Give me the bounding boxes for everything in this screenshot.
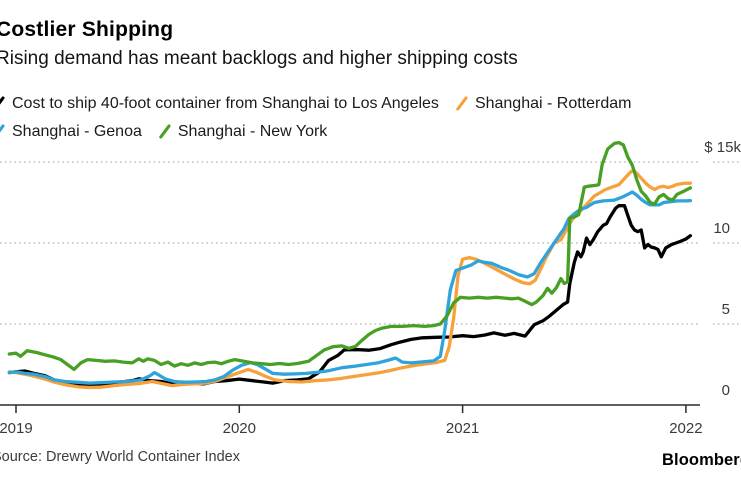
bloomberg-logo: Bloomberg xyxy=(662,451,741,469)
legend-slash-icon xyxy=(0,124,5,133)
chart-legend: Cost to ship 40-foot container from Shan… xyxy=(0,91,741,144)
legend-label: Shanghai - Rotterdam xyxy=(474,95,632,112)
series-line-shanghai-new-york xyxy=(7,140,693,372)
y-axis-label: $ 15k xyxy=(704,139,741,156)
series-line-shanghai-la xyxy=(7,204,693,387)
x-axis-label: 2020 xyxy=(223,420,256,437)
x-axis-label: 2022 xyxy=(669,420,702,437)
legend-label: Shanghai - New York xyxy=(177,123,328,140)
page-subtitle: Rising demand has meant backlogs and hig… xyxy=(0,48,518,69)
x-axis-label: 2021 xyxy=(446,420,479,437)
page-title: Costlier Shipping xyxy=(0,18,174,41)
legend-item-shanghai-new-york: Shanghai - New York xyxy=(159,119,327,144)
legend-slash-icon xyxy=(0,96,5,105)
legend-label: Cost to ship 40-foot container from Shan… xyxy=(12,95,439,112)
legend-item-shanghai-rotterdam: Shanghai - Rotterdam xyxy=(456,91,632,116)
x-axis-label: 2019 xyxy=(0,420,33,437)
chart-header: Costlier Shipping Rising demand has mean… xyxy=(0,16,741,72)
series-line-shanghai-genoa xyxy=(7,190,693,385)
y-axis-label: 5 xyxy=(722,301,730,318)
y-axis-label: 0 xyxy=(722,382,730,399)
legend-item-shanghai-genoa: Shanghai - Genoa xyxy=(0,119,142,144)
legend-label: Shanghai - Genoa xyxy=(12,123,142,140)
source-note: Source: Drewry World Container Index xyxy=(0,449,240,465)
legend-item-shanghai-la: Cost to ship 40-foot container from Shan… xyxy=(0,91,439,116)
legend-slash-icon xyxy=(456,96,468,111)
series-line-shanghai-rotterdam xyxy=(7,168,693,390)
y-axis-label: 10 xyxy=(713,220,730,237)
legend-slash-icon xyxy=(159,124,171,139)
